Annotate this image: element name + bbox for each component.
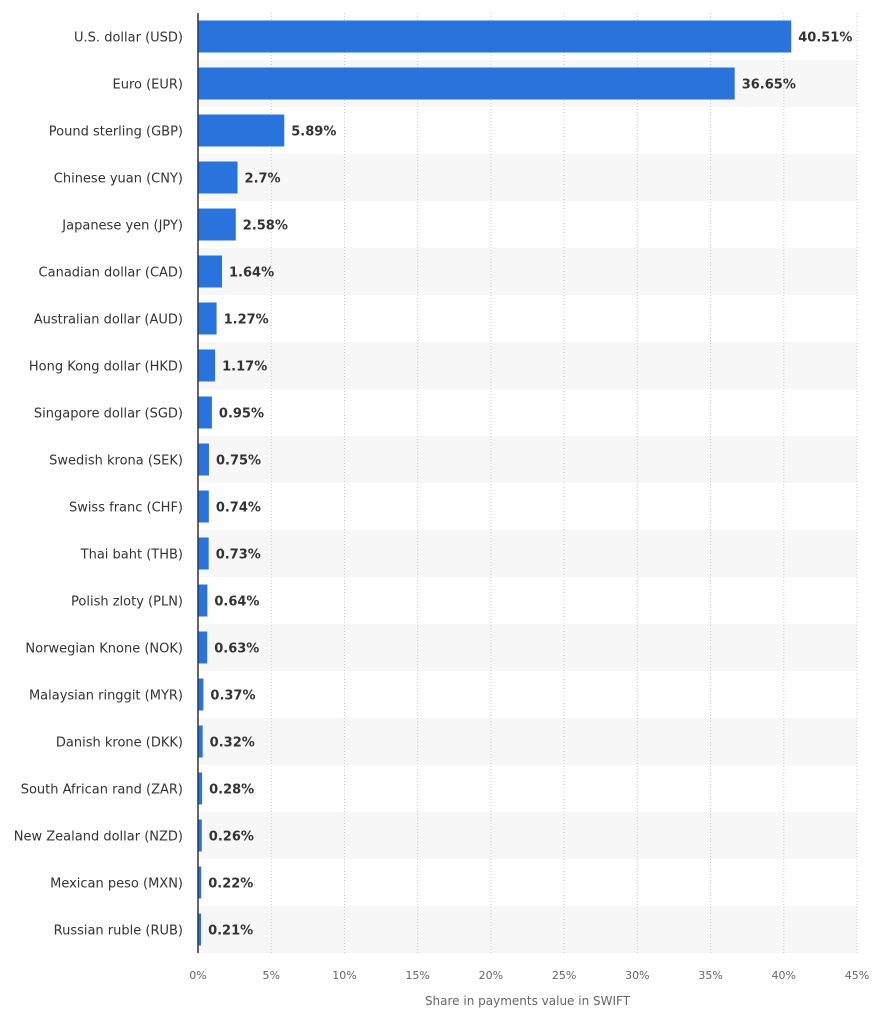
value-label: 0.73%: [216, 548, 261, 563]
row-band: [198, 812, 857, 859]
bar: [198, 537, 209, 570]
x-tick-labels: 0% 5% 10% 15% 20% 25% 30% 35% 40% 45%: [189, 969, 869, 982]
category-label: Australian dollar (AUD): [34, 313, 183, 328]
value-label: 0.32%: [210, 736, 255, 751]
value-label: 0.37%: [210, 689, 255, 704]
bars: [198, 20, 792, 946]
row-band: [198, 624, 857, 671]
x-tick-label: 0%: [189, 969, 206, 982]
value-label: 0.22%: [208, 877, 253, 892]
row-band: [198, 436, 857, 483]
bar: [198, 255, 223, 288]
x-tick-label: 20%: [479, 969, 503, 982]
x-tick-label: 45%: [845, 969, 869, 982]
bar: [198, 678, 204, 711]
bar: [198, 725, 203, 758]
bar: [198, 208, 236, 241]
category-labels: U.S. dollar (USD) Euro (EUR) Pound sterlin…: [14, 31, 183, 939]
category-label: Canadian dollar (CAD): [39, 266, 183, 281]
x-tick-label: 40%: [772, 969, 796, 982]
row-band: [198, 154, 857, 201]
bar: [198, 396, 212, 429]
value-label: 5.89%: [291, 125, 336, 140]
value-label: 0.26%: [209, 830, 254, 845]
value-label: 0.75%: [216, 454, 261, 469]
value-label: 1.27%: [224, 313, 269, 328]
category-label: U.S. dollar (USD): [74, 31, 183, 46]
x-tick-label: 15%: [405, 969, 429, 982]
row-band: [198, 342, 857, 389]
x-tick-label: 30%: [625, 969, 649, 982]
row-band: [198, 530, 857, 577]
bar: [198, 913, 202, 946]
category-label: Euro (EUR): [112, 78, 183, 93]
bar: [198, 584, 208, 617]
category-label: South African rand (ZAR): [21, 783, 183, 798]
category-label: Norwegian Knone (NOK): [25, 642, 183, 657]
category-label: Danish krone (DKK): [56, 736, 183, 751]
bar: [198, 114, 285, 147]
category-label: Malaysian ringgit (MYR): [29, 689, 183, 704]
bar: [198, 349, 216, 382]
value-labels: 40.51% 36.65% 5.89% 2.7% 2.58% 1.64% 1.27% 1.17…: [208, 31, 852, 939]
category-label: Swedish krona (SEK): [49, 454, 183, 469]
bar: [198, 490, 209, 523]
row-bands: [198, 60, 857, 953]
category-label: Mexican peso (MXN): [50, 877, 183, 892]
value-label: 40.51%: [798, 31, 852, 46]
category-label: Polish zloty (PLN): [71, 595, 183, 610]
bar: [198, 67, 735, 100]
row-band: [198, 718, 857, 765]
bar: [198, 772, 203, 805]
value-label: 1.64%: [229, 266, 274, 281]
value-label: 0.74%: [216, 501, 261, 516]
category-label: Chinese yuan (CNY): [54, 172, 183, 187]
value-label: 0.21%: [208, 924, 253, 939]
bar: [198, 443, 209, 476]
bar: [198, 161, 238, 194]
bar: [198, 20, 792, 53]
x-tick-label: 35%: [698, 969, 722, 982]
value-label: 0.64%: [214, 595, 259, 610]
value-label: 1.17%: [222, 360, 267, 375]
bar: [198, 866, 202, 899]
row-band: [198, 906, 857, 953]
category-label: New Zealand dollar (NZD): [14, 830, 183, 845]
bar: [198, 302, 217, 335]
x-tick-label: 10%: [332, 969, 356, 982]
value-label: 0.63%: [214, 642, 259, 657]
grid-lines: [270, 13, 858, 953]
value-label: 0.95%: [219, 407, 264, 422]
x-tick-label: 5%: [262, 969, 279, 982]
value-label: 0.28%: [209, 783, 254, 798]
category-label: Singapore dollar (SGD): [34, 407, 183, 422]
bar: [198, 819, 202, 852]
value-label: 2.7%: [245, 172, 281, 187]
row-band: [198, 248, 857, 295]
category-label: Swiss franc (CHF): [69, 501, 183, 516]
category-label: Japanese yen (JPY): [61, 219, 183, 234]
category-label: Thai baht (THB): [80, 548, 183, 563]
value-label: 36.65%: [742, 78, 796, 93]
x-tick-label: 25%: [552, 969, 576, 982]
bar: [198, 631, 208, 664]
value-label: 2.58%: [243, 219, 288, 234]
category-label: Russian ruble (RUB): [54, 924, 183, 939]
category-label: Pound sterling (GBP): [49, 125, 183, 140]
x-axis-title: Share in payments value in SWIFT: [425, 994, 631, 1008]
category-label: Hong Kong dollar (HKD): [29, 360, 183, 375]
